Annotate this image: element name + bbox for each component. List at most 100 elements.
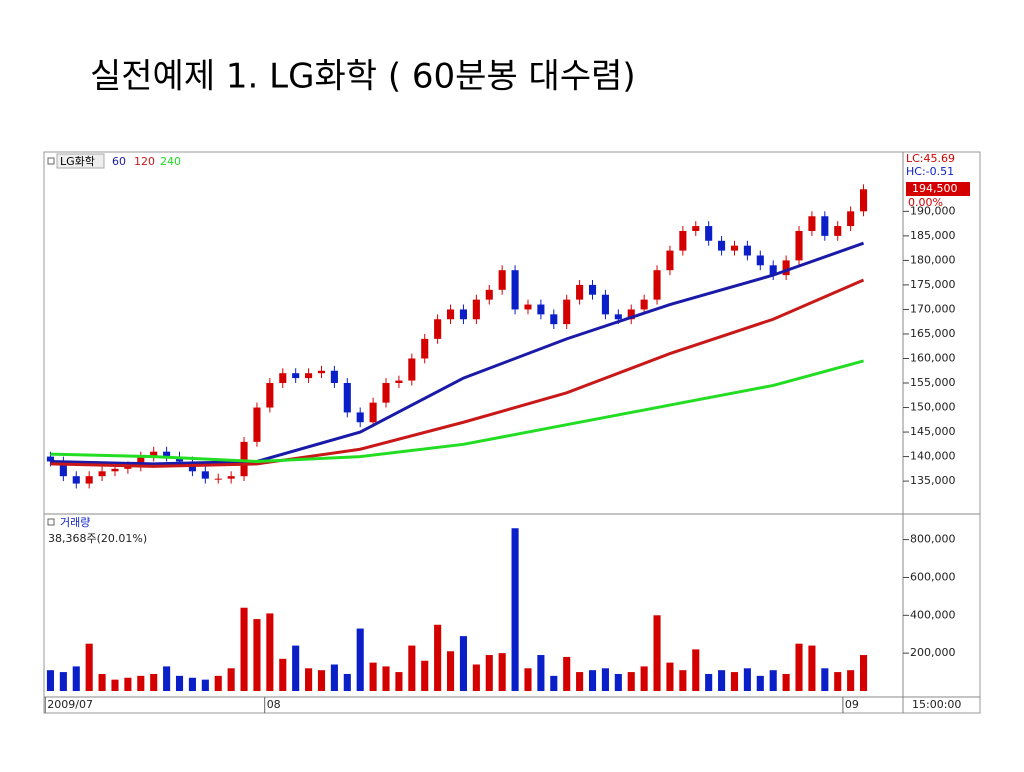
volume-bar xyxy=(434,624,442,691)
volume-bar xyxy=(511,528,519,691)
volume-bar xyxy=(808,645,816,691)
volume-bar xyxy=(692,649,700,691)
y-tick-label: 160,000 xyxy=(910,351,956,364)
candle-body xyxy=(356,412,364,423)
volume-bar xyxy=(524,668,532,691)
volume-bar xyxy=(588,670,597,691)
last-price: 194,500 xyxy=(912,182,958,195)
volume-bar xyxy=(150,673,158,691)
y-tick-label: 190,000 xyxy=(910,204,956,217)
candle-body xyxy=(137,456,145,467)
candle-body xyxy=(253,407,261,442)
volume-y-tick-label: 800,000 xyxy=(910,533,956,546)
legend-entry: 240 xyxy=(160,155,181,168)
candle-body xyxy=(421,338,429,359)
candle-body xyxy=(537,304,545,315)
candle-body xyxy=(601,294,609,315)
legend-instrument: LG화학 xyxy=(60,155,95,168)
volume-bar xyxy=(292,645,300,691)
volume-y-tick-label: 200,000 xyxy=(910,646,956,659)
volume-bar xyxy=(472,664,480,691)
volume-bar xyxy=(679,670,687,691)
candle-body xyxy=(98,471,106,477)
candle-body xyxy=(614,314,622,320)
candle-body xyxy=(72,476,80,484)
volume-bar xyxy=(330,664,338,691)
volume-bar xyxy=(446,651,455,691)
candle-body xyxy=(446,309,455,320)
volume-info: 38,368주(20.01%) xyxy=(48,532,147,545)
volume-icon xyxy=(47,518,55,526)
candle-body xyxy=(576,284,584,300)
volume-bar xyxy=(601,668,609,691)
hc-label: HC:-0.51 xyxy=(906,165,954,178)
x-tick-label: 09 xyxy=(845,698,859,711)
volume-bar xyxy=(59,672,67,691)
candle-body xyxy=(847,211,855,227)
volume-bar xyxy=(214,675,222,691)
legend-entry: 60 xyxy=(112,155,126,168)
y-tick-label: 180,000 xyxy=(910,253,956,266)
legend-entry: 120 xyxy=(134,155,155,168)
candle-body xyxy=(524,304,532,310)
candle-body xyxy=(679,230,687,251)
volume-bar xyxy=(188,677,196,691)
volume-bar xyxy=(111,679,119,691)
volume-bar xyxy=(730,672,739,691)
candle-body xyxy=(266,383,274,408)
candle-body xyxy=(279,373,287,384)
volume-bar xyxy=(124,677,132,691)
volume-bar xyxy=(485,655,493,691)
volume-bar xyxy=(408,645,416,691)
volume-bar xyxy=(627,672,635,691)
candle-body xyxy=(563,299,571,325)
volume-bar xyxy=(640,666,648,691)
volume-bar xyxy=(356,628,364,691)
volume-bar xyxy=(705,673,713,691)
candle-body xyxy=(769,265,777,276)
candle-body xyxy=(640,299,648,310)
volume-bar xyxy=(576,672,584,691)
y-tick-label: 145,000 xyxy=(910,425,956,438)
volume-bar xyxy=(253,619,261,691)
candle-body xyxy=(201,471,209,479)
candle-body xyxy=(808,216,816,231)
volume-bar xyxy=(98,673,106,691)
slide-title: 실전예제 1. LG화학 ( 60분봉 대수렴) xyxy=(90,57,636,97)
volume-bar xyxy=(563,656,571,691)
volume-bar xyxy=(537,655,545,691)
volume-bar xyxy=(279,658,287,691)
volume-bar xyxy=(317,670,326,691)
candle-body xyxy=(485,289,493,300)
y-tick-label: 140,000 xyxy=(910,450,956,463)
y-tick-label: 175,000 xyxy=(910,278,956,291)
volume-bar xyxy=(550,675,558,691)
volume-bar xyxy=(743,668,751,691)
x-tick-label: 08 xyxy=(267,698,281,711)
volume-bar xyxy=(421,660,429,691)
lc-label: LC:45.69 xyxy=(906,152,955,165)
volume-bar xyxy=(498,653,506,691)
candle-body xyxy=(434,319,442,339)
y-tick-label: 150,000 xyxy=(910,401,956,414)
candle-body xyxy=(459,309,468,320)
candle-body xyxy=(550,314,558,325)
volume-bar xyxy=(343,673,351,691)
volume-bar xyxy=(847,670,855,691)
candle-body xyxy=(756,255,764,266)
volume-bar xyxy=(834,672,842,691)
candle-body xyxy=(85,476,93,484)
y-tick-label: 170,000 xyxy=(910,302,956,315)
volume-bar xyxy=(240,607,248,691)
candle-body xyxy=(834,226,842,236)
candle-body xyxy=(150,451,158,457)
volume-bar xyxy=(782,673,790,691)
candle-body xyxy=(782,260,790,276)
candle-body xyxy=(718,240,726,251)
candle-body xyxy=(653,270,661,300)
candle-body xyxy=(730,245,739,251)
x-tick-label: 2009/07 xyxy=(47,698,93,711)
volume-bar xyxy=(72,666,80,691)
volume-bar xyxy=(163,666,171,691)
